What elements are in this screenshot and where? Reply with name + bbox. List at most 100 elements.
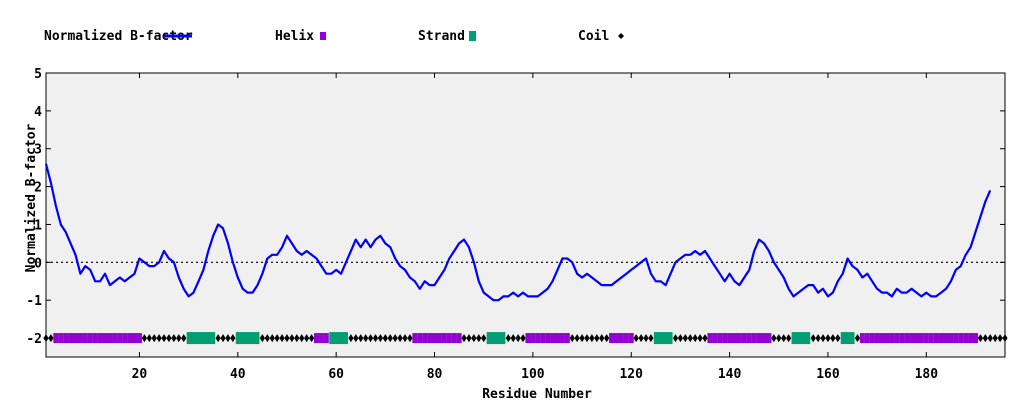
coil-marker [156, 334, 162, 343]
helix-marker [712, 333, 718, 344]
helix-marker [318, 333, 324, 344]
helix-marker [127, 333, 133, 344]
coil-marker [771, 334, 777, 343]
strand-segment [186, 332, 216, 345]
coil-marker [702, 334, 708, 343]
coil-marker [781, 334, 787, 343]
helix-marker [864, 333, 870, 344]
coil-marker [825, 334, 831, 343]
y-tick-label: 2 [34, 181, 42, 196]
coil-marker [461, 334, 467, 343]
helix-marker [874, 333, 880, 344]
coil-marker [987, 334, 993, 343]
helix-marker [746, 333, 752, 344]
helix-marker [609, 333, 615, 344]
helix-marker [756, 333, 762, 344]
coil-marker [146, 334, 152, 343]
legend-label-bfactor: Normalized B-factor [44, 29, 193, 44]
helix-marker [550, 333, 556, 344]
helix-marker [963, 333, 969, 344]
coil-marker [348, 334, 354, 343]
helix-marker [92, 333, 98, 344]
coil-marker [308, 334, 315, 343]
coil-marker [230, 334, 236, 343]
helix-marker [58, 333, 64, 344]
coil-marker [407, 334, 413, 343]
coil-marker [854, 334, 861, 343]
coil-marker [161, 334, 167, 343]
coil-marker [648, 334, 654, 343]
y-tick-label: 1 [34, 218, 42, 233]
coil-marker [481, 334, 487, 343]
x-tick-label: 140 [718, 367, 742, 382]
coil-marker [638, 334, 644, 343]
helix-marker [923, 333, 929, 344]
coil-marker [776, 334, 782, 343]
helix-marker [441, 333, 447, 344]
helix-marker [540, 333, 546, 344]
helix-marker [707, 333, 713, 344]
coil-marker [299, 334, 305, 343]
coil-marker [687, 334, 693, 343]
coil-marker [599, 334, 605, 343]
coil-marker [363, 334, 369, 343]
x-tick-label: 180 [915, 367, 939, 382]
helix-marker [117, 333, 123, 344]
helix-marker [102, 333, 108, 344]
coil-marker [141, 334, 147, 343]
coil-marker [367, 334, 374, 343]
coil-marker [584, 334, 590, 343]
y-tick-label: 4 [34, 105, 42, 120]
coil-marker [215, 334, 221, 343]
coil-marker [992, 334, 998, 343]
coil-marker [176, 334, 182, 343]
helix-marker [122, 333, 128, 344]
coil-marker [353, 334, 359, 343]
coil-marker [181, 334, 187, 343]
plot-area [45, 72, 1006, 358]
helix-marker [456, 333, 462, 344]
y-tick-label: -1 [26, 294, 42, 309]
bfactor-line [44, 163, 992, 302]
helix-marker [968, 333, 974, 344]
helix-marker [412, 333, 418, 344]
helix-marker [953, 333, 959, 344]
helix-marker [928, 333, 934, 344]
coil-marker [289, 334, 295, 343]
coil-marker [835, 334, 841, 343]
helix-marker [741, 333, 747, 344]
y-tick-label: -2 [26, 332, 42, 347]
legend-marker-helix [320, 32, 326, 40]
coil-marker [284, 334, 290, 343]
helix-marker [87, 333, 93, 344]
helix-marker [894, 333, 900, 344]
coil-marker [604, 334, 610, 343]
helix-marker [904, 333, 910, 344]
x-tick-label: 60 [328, 367, 344, 382]
strand-segment [840, 332, 855, 345]
coil-marker [387, 334, 393, 343]
y-tick-label: 0 [34, 256, 42, 271]
coil-marker [171, 334, 177, 343]
helix-marker [869, 333, 875, 344]
helix-marker [933, 333, 939, 344]
coil-marker [48, 334, 54, 343]
coil-marker [569, 334, 575, 343]
helix-marker [107, 333, 113, 344]
y-axis-title: Normalized B-factor [24, 123, 39, 272]
helix-marker [432, 333, 438, 344]
coil-marker [471, 334, 477, 343]
coil-marker [166, 334, 172, 343]
helix-marker [909, 333, 915, 344]
coil-marker [830, 334, 836, 343]
coil-marker [643, 334, 649, 343]
helix-marker [417, 333, 423, 344]
helix-marker [761, 333, 767, 344]
helix-marker [73, 333, 79, 344]
coil-marker [225, 334, 231, 343]
helix-marker [736, 333, 742, 344]
coil-marker [377, 334, 384, 343]
coil-marker [505, 334, 511, 343]
helix-marker [717, 333, 723, 344]
helix-marker [613, 333, 619, 344]
